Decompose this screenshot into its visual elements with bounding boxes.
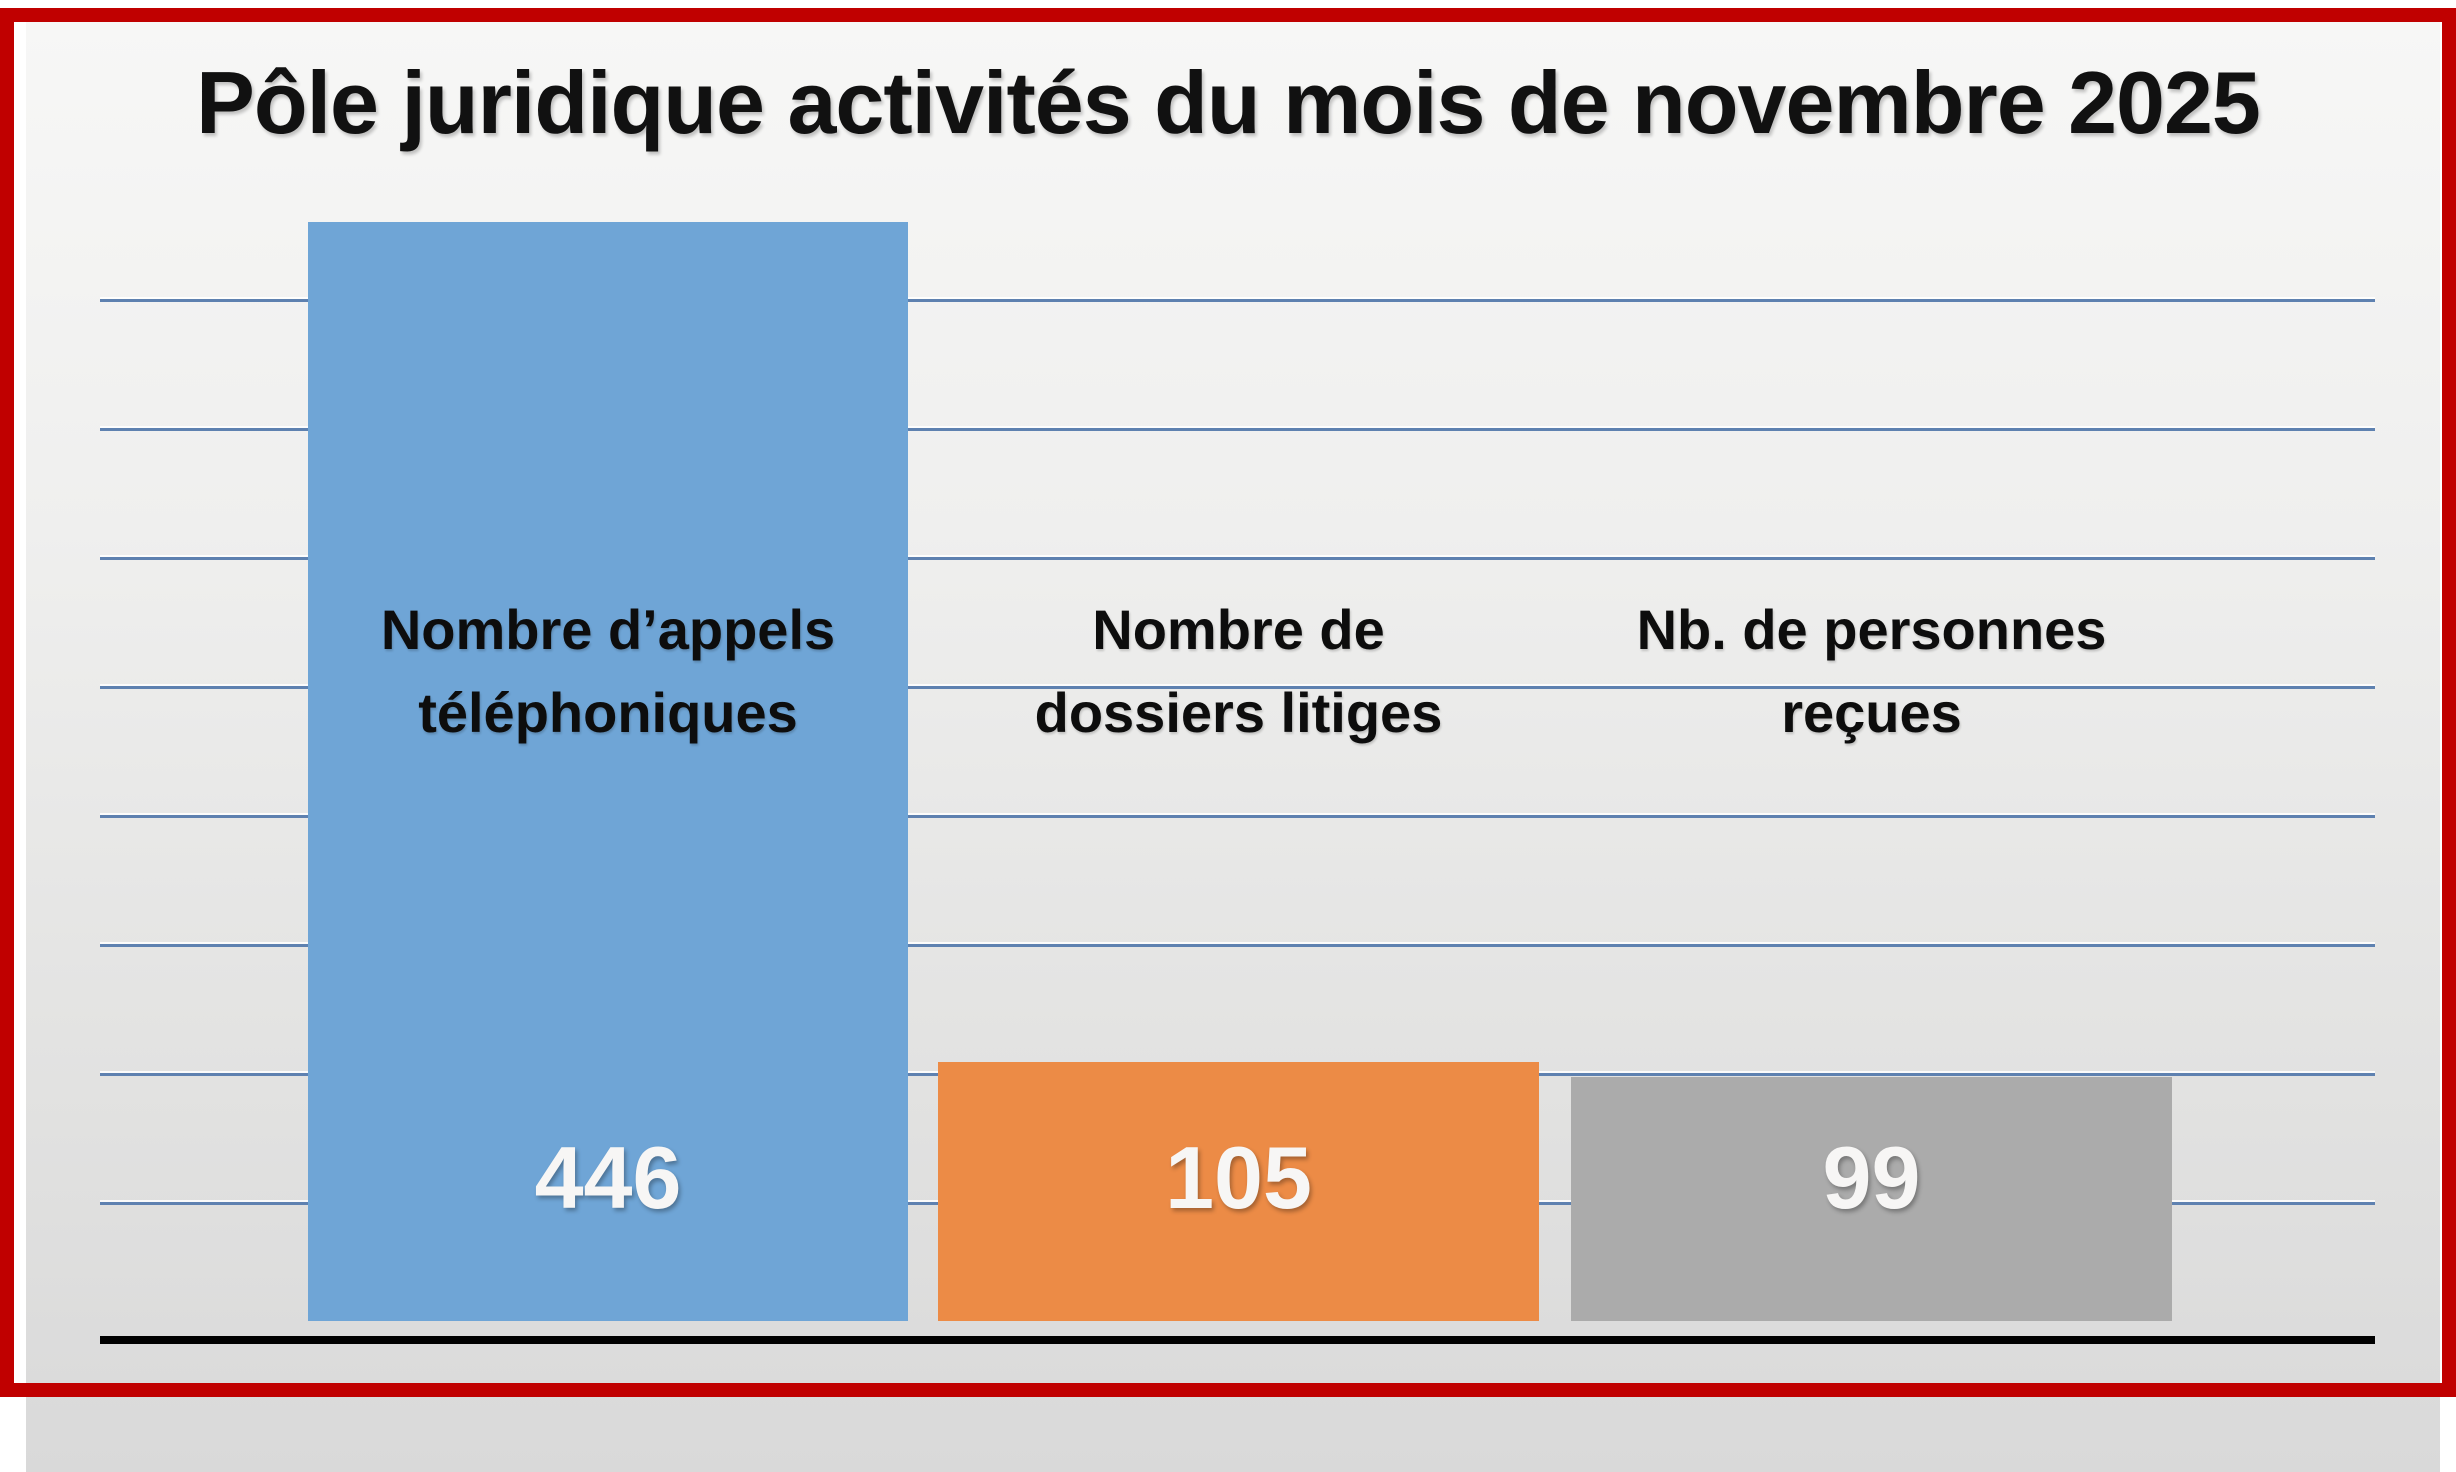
category-label-line: Nombre de: [1092, 598, 1385, 662]
category-label-line: dossiers litiges: [1034, 681, 1443, 744]
gridline: [100, 944, 2375, 947]
gridline: [100, 686, 2375, 689]
gridline: [100, 557, 2375, 560]
gridline: [100, 299, 2375, 302]
category-label-line: Nombre d’appels: [380, 598, 836, 662]
category-label-appels: Nombre d’appels téléphoniques: [308, 582, 908, 762]
bar-personnes-recues: [1571, 1077, 2172, 1321]
category-label-line: téléphoniques: [418, 681, 798, 744]
bar-appels-telephoniques: [308, 222, 908, 1321]
x-axis-line: [100, 1336, 2375, 1344]
category-label-line: Nb. de personnes: [1636, 598, 2107, 662]
gridline: [100, 428, 2375, 431]
value-label-personnes: 99: [1822, 1128, 1921, 1227]
category-label-personnes: Nb. de personnes reçues: [1571, 582, 2172, 762]
bar-dossiers-litiges: [938, 1062, 1539, 1321]
gridline: [100, 815, 2375, 818]
category-label-litiges: Nombre de dossiers litiges: [938, 582, 1539, 762]
value-label-appels: 446: [534, 1128, 682, 1227]
chart-title: Pôle juridique activités du mois de nove…: [196, 53, 2261, 152]
category-label-line: reçues: [1781, 681, 1962, 744]
value-label-litiges: 105: [1165, 1128, 1312, 1227]
